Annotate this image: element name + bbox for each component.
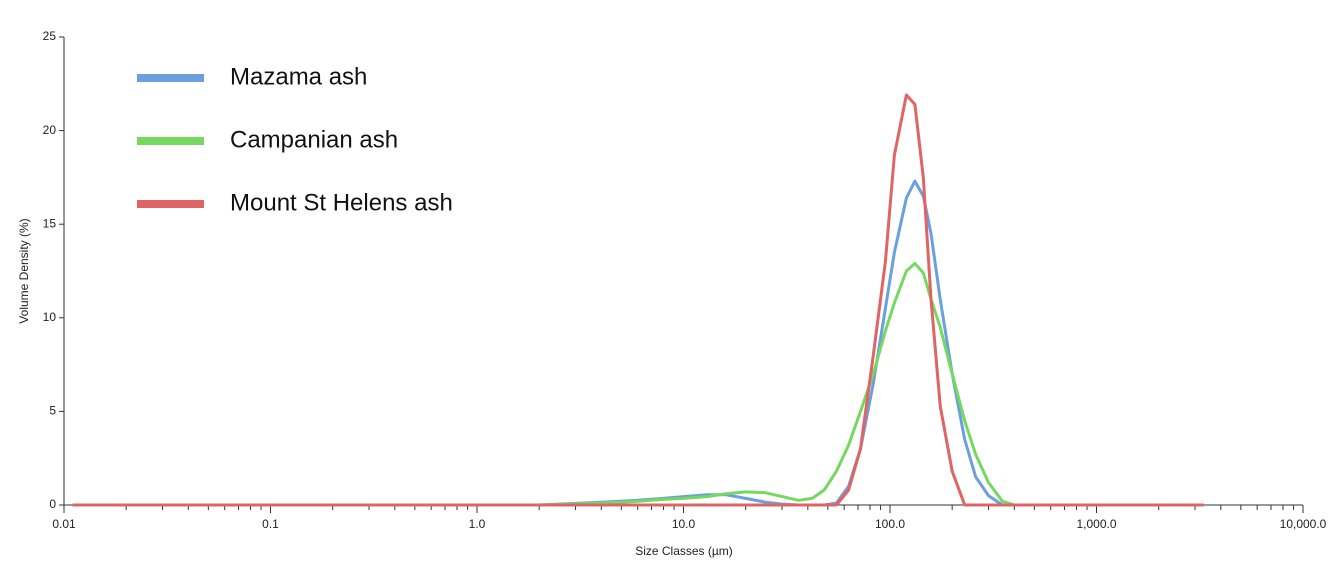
x-tick-label: 0.1	[262, 517, 279, 531]
series-line	[72, 262, 1204, 507]
y-tick-label: 20	[43, 123, 57, 137]
legend-label: Mount St Helens ash	[230, 189, 453, 216]
y-tick-label: 10	[43, 310, 57, 324]
y-tick-label: 25	[43, 29, 57, 43]
x-tick-label: 10.0	[672, 517, 696, 531]
y-tick-label: 5	[49, 404, 56, 418]
series-line	[72, 93, 1204, 507]
legend-label: Mazama ash	[230, 63, 367, 90]
y-tick-label: 15	[43, 216, 57, 230]
x-tick-label: 100.0	[875, 517, 905, 531]
x-axis-title: Size Classes (µm)	[635, 544, 733, 558]
x-tick-label: 1,000.0	[1076, 517, 1116, 531]
x-tick-label: 10,000.0	[1280, 517, 1327, 531]
x-tick-label: 1.0	[469, 517, 486, 531]
legend-label: Campanian ash	[230, 126, 398, 153]
y-axis-title: Volume Density (%)	[17, 218, 31, 323]
series-line	[72, 179, 1204, 507]
x-tick-label: 0.01	[52, 517, 76, 531]
y-tick-label: 0	[49, 497, 56, 511]
